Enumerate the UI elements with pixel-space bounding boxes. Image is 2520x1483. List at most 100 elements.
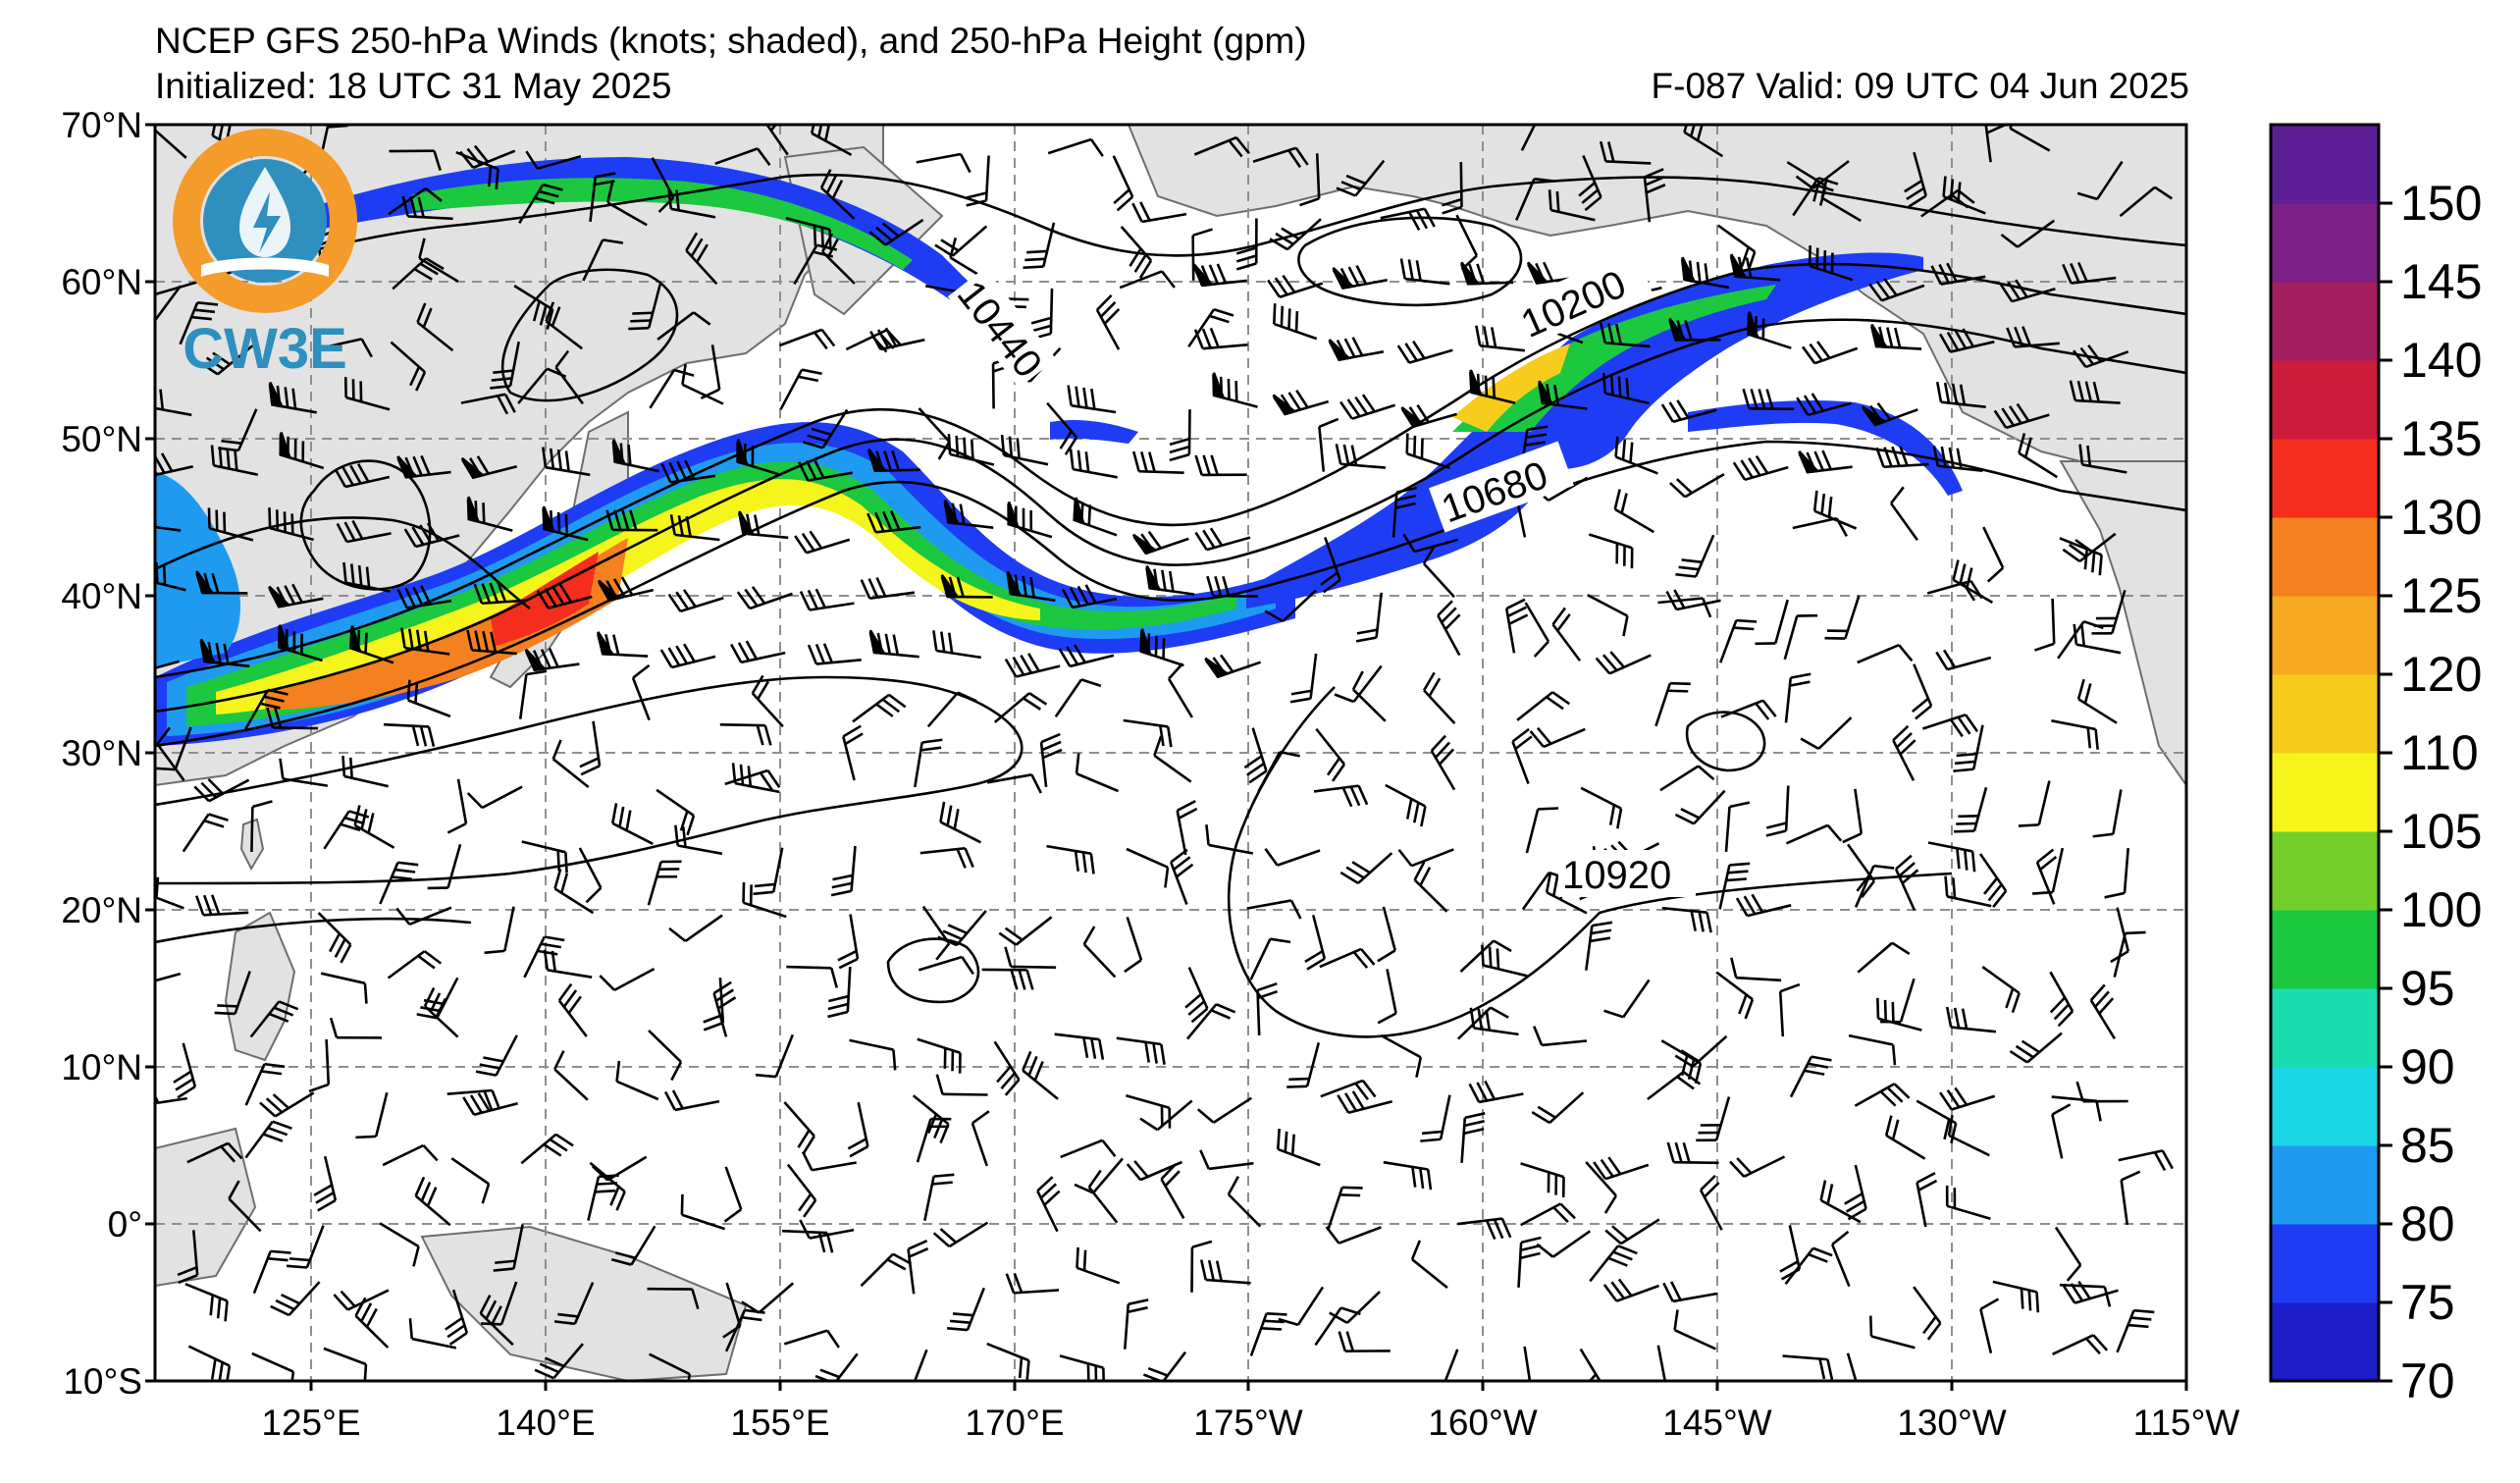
wind-barb [2104,847,2129,899]
wind-barb [1481,944,1528,978]
wind-barb [1785,823,1843,845]
wind-barb [1131,530,1189,556]
wind-barb [779,368,822,410]
wind-barb [155,876,184,910]
wind-barb [932,630,981,660]
wind-barb [408,1318,457,1350]
wind-barb [210,445,259,476]
wind-barb [2076,678,2118,724]
wind-barb [336,519,392,544]
wind-barb [1075,753,1120,793]
wind-barb [1578,154,1602,212]
wind-barb [475,1034,518,1077]
colorbar-swatch [2271,517,2379,597]
wind-barb [981,968,1034,990]
wind-barb [2113,930,2146,978]
wind-barb [2078,444,2127,474]
wind-barb [1405,433,1450,470]
longitude-ticks [309,1381,2188,1391]
colorbar-swatch [2271,596,2379,675]
wind-barb [1212,372,1258,408]
wind-barb [807,643,862,665]
wind-barb [1884,1115,1926,1160]
wind-barb [2052,1334,2109,1355]
wind-barb [914,738,943,788]
wind-barb [1585,1161,1617,1214]
wind-barb [1046,844,1095,874]
wind-barb [1120,226,1153,279]
wind-barb [1953,724,1984,772]
wind-barb [1876,997,1922,1032]
wind-barb [1999,279,2056,303]
wind-barb [1604,1218,1660,1245]
wind-barb [1857,941,1911,974]
wind-barb [268,382,317,414]
wind-barb [1257,750,1300,793]
wind-barb [2051,719,2099,750]
wind-barb [1765,785,1790,837]
wind-barb [1523,1346,1533,1381]
wind-barb [761,125,789,156]
wind-barb [317,912,352,964]
wind-barb [1246,899,1302,920]
wind-barb [656,311,711,341]
wind-barb [1276,1128,1321,1167]
wind-barb [794,530,851,555]
wind-barb [1193,135,1251,158]
colorbar-tick-label: 70 [2400,1353,2455,1408]
wind-barb [1526,261,1582,285]
wind-barb [1548,189,1596,222]
wind-barb [1784,672,1811,723]
colorbar-tick-label: 80 [2400,1196,2455,1251]
wind-barb [1954,786,1988,833]
wind-barb [1036,1176,1061,1233]
wind-barb [1318,417,1339,472]
wind-barb [518,669,548,719]
wind-barb [917,1037,962,1074]
wind-barb [177,1230,199,1285]
wind-barb [730,640,786,664]
lon-label: 145°W [1662,1403,1772,1443]
wind-barb [249,1000,299,1038]
wind-barb [155,1084,187,1107]
wind-barb [1067,385,1117,414]
wind-barb [1930,262,1986,286]
wind-barb [1595,651,1652,675]
wind-barb [460,455,518,480]
wind-barb [286,1225,325,1269]
height-contours [155,173,2186,1038]
wind-barb [1437,600,1461,657]
wind-barb [868,629,919,659]
wind-barb [1383,1160,1433,1191]
wind-barb [1529,726,1586,749]
north-america-land [2059,460,2186,787]
wind-barb [1904,151,1927,208]
wind-barb [156,726,185,781]
wind-barb [320,972,368,1004]
wind-barb [1916,1171,1938,1228]
wind-barb [2075,1081,2128,1103]
colorbar-tick-label: 150 [2400,176,2482,231]
wind-barb [1420,1094,1451,1142]
wind-barb [668,914,723,942]
wind-barb [553,1282,595,1326]
wind-barb [1848,1033,1897,1066]
wind-barb [1735,893,1792,918]
wind-barb [1007,501,1053,539]
lat-label: 50°N [61,419,142,459]
wind-barb [779,328,836,350]
wind-barb [1715,971,1755,1020]
wind-barb [1095,293,1121,350]
wind-barb [993,692,1048,723]
wind-barb [427,843,462,890]
wind-barb [1060,1139,1117,1159]
wind-barb [1058,644,1115,668]
wind-barb [667,187,716,219]
wind-barb [155,388,192,417]
wind-barb [738,510,789,540]
wind-barb [1520,1202,1576,1227]
wind-barb [228,1180,262,1233]
lon-label: 125°E [261,1403,360,1443]
wind-barb [1857,643,1914,664]
